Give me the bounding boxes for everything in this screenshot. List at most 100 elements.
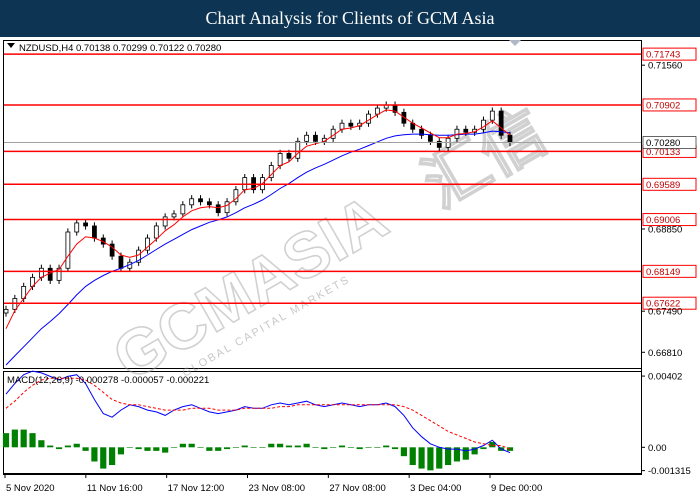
price-tick-label: 0.66810: [648, 348, 682, 359]
macd-histogram-bar: [55, 447, 63, 450]
candle-body: [74, 222, 80, 233]
candle-body: [215, 204, 221, 214]
current-price-box: [642, 136, 697, 149]
moving-average-fast-line: [5, 109, 511, 329]
current-price-label: 0.70280: [646, 138, 680, 149]
candle-body: [436, 140, 442, 148]
macd-histogram-bar: [215, 447, 222, 451]
macd-histogram-bar: [82, 447, 89, 451]
macd-histogram-bar: [436, 447, 443, 469]
macd-histogram-bar: [170, 447, 178, 448]
time-tick-label: 9 Dec 00:00: [491, 483, 542, 494]
candle-body: [419, 128, 424, 136]
macd-histogram-bar: [20, 429, 27, 448]
macd-layer: [2, 370, 514, 471]
candle-body: [348, 122, 354, 127]
price-layer: [3, 53, 641, 366]
macd-histogram-bar: [338, 445, 346, 448]
candle-body: [224, 201, 230, 214]
macd-histogram-bar: [268, 443, 275, 448]
candle-body: [83, 222, 88, 227]
macd-histogram-bar: [294, 445, 301, 448]
watermark: GCMASIA 汇信 GLOBAL CAPITAL MARKETS: [100, 94, 558, 395]
candle-body: [277, 153, 283, 166]
level-label-box: [642, 177, 697, 191]
level-label: 0.71743: [646, 50, 680, 61]
macd-histogram-bar: [47, 445, 54, 448]
macd-signal-line: [5, 377, 511, 450]
macd-histogram-bar: [330, 447, 337, 448]
macd-histogram-bar: [2, 433, 10, 448]
candle-body: [198, 198, 203, 203]
candle-body: [189, 198, 195, 206]
level-label: 0.70902: [646, 100, 680, 111]
candle-body: [65, 231, 71, 269]
macd-histogram-bar: [462, 447, 469, 460]
macd-histogram-bar: [109, 447, 116, 466]
level-label: 0.70133: [646, 147, 680, 158]
macd-histogram-bar: [11, 429, 18, 448]
macd-histogram-bar: [250, 447, 257, 448]
axis-layer: 0.71743 0.70902 0.70133 0.69589 0.69006 0.681…: [4, 47, 697, 494]
macd-histogram-bar: [506, 447, 514, 451]
scroll-marker-icon[interactable]: [509, 40, 521, 46]
macd-histogram-bar: [241, 445, 248, 448]
macd-histogram-bar: [312, 447, 319, 448]
macd-histogram-bar: [471, 447, 478, 455]
macd-histogram-bar: [374, 447, 381, 448]
chart-canvas: GCMASIA 汇信 GLOBAL CAPITAL MARKETS 0.7174…: [2, 40, 697, 494]
macd-histogram-bar: [321, 447, 328, 450]
candle-body: [428, 134, 433, 142]
moving-average-slow-line: [5, 130, 511, 366]
candle-body: [366, 113, 371, 124]
candle-body: [171, 213, 177, 218]
macd-histogram-bar: [391, 447, 399, 450]
level-label-box: [642, 264, 697, 278]
time-tick-label: 23 Nov 08:00: [249, 483, 306, 494]
macd-info-label: MACD(12,26,9) -0.000278 -0.000057 -0.000…: [7, 375, 209, 386]
level-label: 0.67622: [646, 299, 680, 310]
macd-histogram-bar: [365, 447, 372, 448]
price-tick-label: 0.68850: [648, 224, 682, 235]
chart-banner-title: Chart Analysis for Clients of GCM Asia: [0, 0, 700, 37]
candle-body: [153, 225, 159, 239]
level-label-box: [642, 213, 697, 227]
macd-histogram-bar: [179, 443, 186, 448]
price-tick-label: 0.67490: [648, 307, 682, 318]
candle-body: [489, 110, 495, 121]
macd-histogram-bar: [73, 443, 80, 448]
candle-body: [481, 119, 486, 130]
macd-histogram-bar: [400, 447, 407, 457]
macd-histogram-bar: [259, 447, 266, 448]
watermark-brand-text: GCMASIA: [101, 181, 399, 394]
macd-histogram-bar: [409, 447, 416, 466]
level-label: 0.68149: [646, 267, 680, 278]
candle-body: [463, 128, 469, 133]
macd-tick-label: 0.00: [648, 443, 667, 454]
candle-body: [118, 255, 124, 269]
macd-histogram-bar: [347, 447, 354, 448]
macd-histogram-bar: [383, 445, 390, 448]
candle-body: [233, 189, 239, 203]
macd-tick-label: 0.00402: [648, 372, 682, 383]
macd-histogram-bar: [100, 447, 107, 469]
macd-histogram-bar: [64, 445, 71, 448]
macd-histogram-bar: [356, 447, 363, 450]
symbol-info-label: NZDUSD,H4 0.70138 0.70299 0.70122 0.7028…: [19, 43, 221, 54]
candle-body: [304, 134, 310, 142]
level-label: 0.69589: [646, 180, 680, 191]
candle-body: [268, 165, 274, 179]
level-label: 0.69006: [646, 215, 680, 226]
macd-tick-label: -0.001315: [648, 466, 691, 477]
candle-body: [507, 134, 513, 143]
candle-body: [162, 216, 168, 227]
macd-histogram-bar: [418, 447, 425, 469]
macd-panel-border: [3, 371, 642, 474]
menu-triangle-icon[interactable]: [7, 43, 15, 48]
level-label-box: [642, 98, 697, 112]
macd-histogram-bar: [153, 447, 160, 451]
watermark-chinese-text: 汇信: [411, 95, 558, 221]
macd-histogram-bar: [489, 441, 496, 448]
macd-histogram-bar: [38, 440, 45, 448]
level-label-box: [642, 296, 697, 310]
